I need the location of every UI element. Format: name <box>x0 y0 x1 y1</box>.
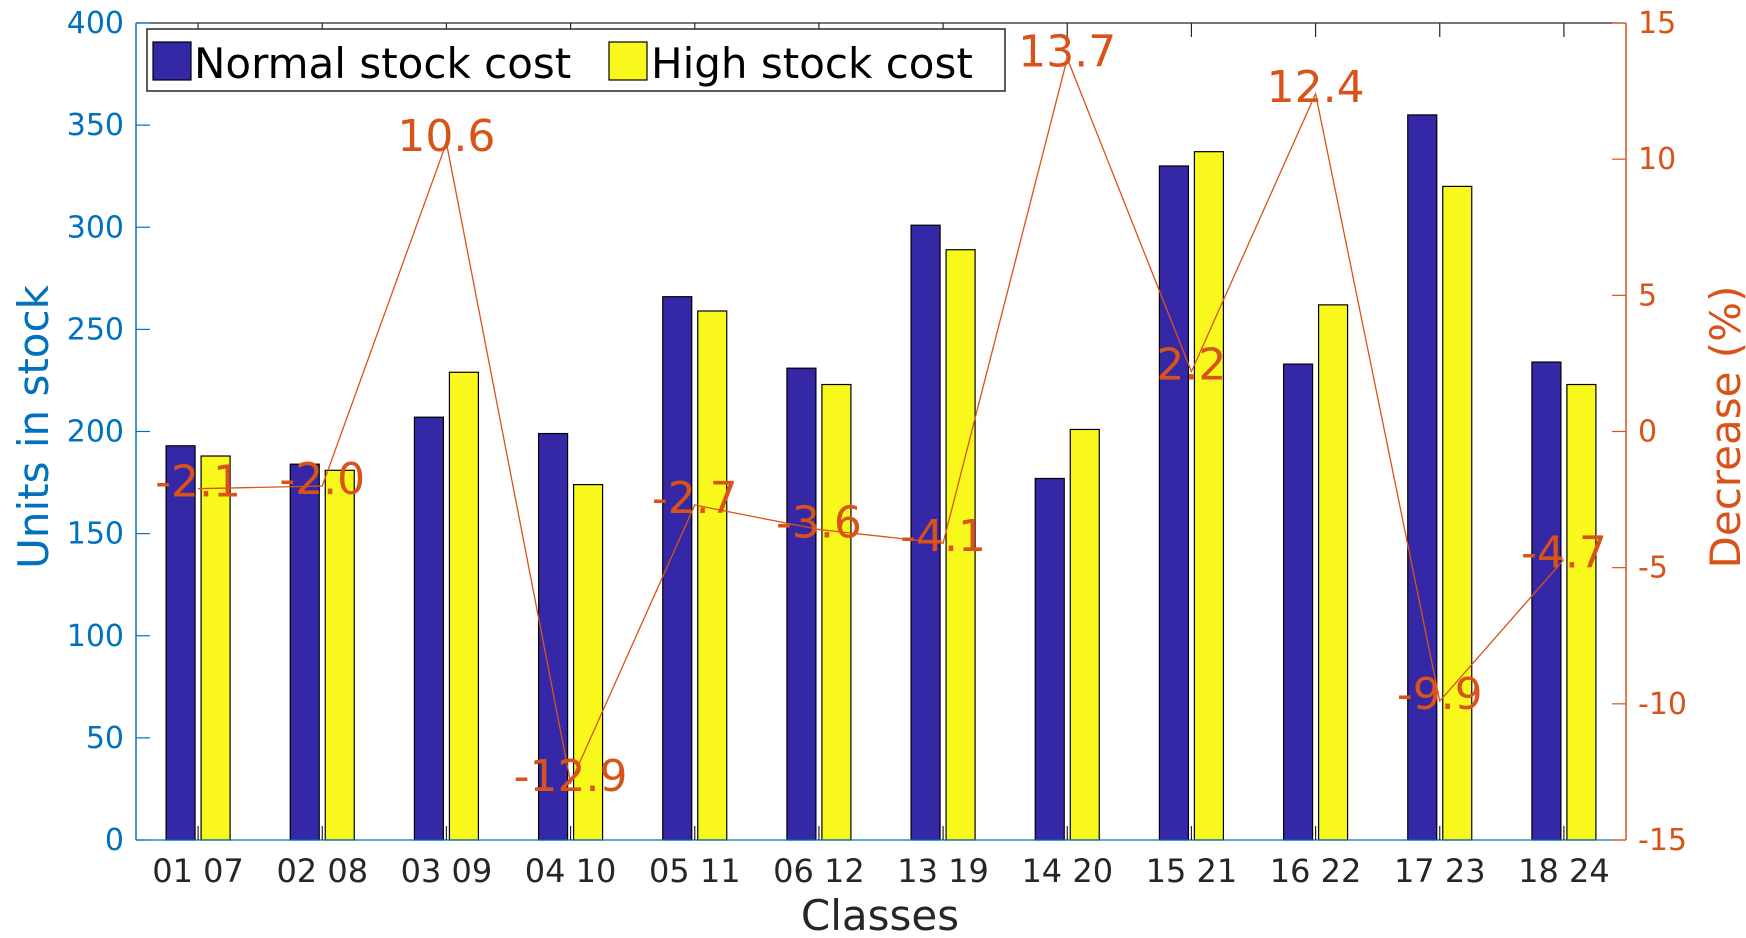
y-tick-label-8: 400 <box>67 6 124 41</box>
decrease-label-6: -4.1 <box>900 511 986 562</box>
decrease-label-3: -12.9 <box>514 751 628 802</box>
decrease-label-0: -2.1 <box>155 457 241 508</box>
legend-label-high: High stock cost <box>651 39 973 88</box>
x-tick-label-8: 15 21 <box>1146 852 1238 890</box>
x-tick-label-0: 01 07 <box>152 852 244 890</box>
decrease-label-10: -9.9 <box>1397 669 1483 720</box>
y-tick-label-5: 250 <box>67 312 124 347</box>
x-tick-label-10: 17 23 <box>1394 852 1486 890</box>
bar-high-0 <box>200 455 231 841</box>
y2-tick-label-0: -15 <box>1638 823 1687 858</box>
bar-normal-9 <box>1282 363 1314 841</box>
legend-swatch-normal <box>152 41 192 81</box>
x-tick-label-5: 06 12 <box>773 852 865 890</box>
y-tick-label-1: 50 <box>86 721 124 756</box>
y2-tick-label-6: 15 <box>1638 6 1676 41</box>
y-axis-title: Units in stock <box>9 284 58 569</box>
bar-high-9 <box>1317 304 1349 841</box>
bar-high-7 <box>1069 428 1100 841</box>
bar-normal-6 <box>910 224 941 841</box>
y2-tick-label-1: -10 <box>1638 687 1687 722</box>
legend: Normal stock cost High stock cost <box>146 28 1006 92</box>
bar-normal-1 <box>289 463 320 841</box>
bar-normal-10 <box>1407 114 1438 841</box>
bar-normal-3 <box>537 432 569 841</box>
y-tick-label-6: 300 <box>67 210 124 245</box>
y2-tick-label-5: 10 <box>1638 142 1676 177</box>
decrease-label-7: 13.7 <box>1018 26 1116 77</box>
bars-layer <box>165 114 1597 841</box>
x-tick-label-7: 14 20 <box>1021 852 1113 890</box>
decrease-line <box>198 56 1565 785</box>
bar-high-10 <box>1442 185 1473 841</box>
bar-normal-0 <box>165 445 196 841</box>
legend-label-normal: Normal stock cost <box>194 39 571 88</box>
decrease-label-5: -3.6 <box>776 498 862 549</box>
y-tick-label-7: 350 <box>67 108 124 143</box>
data-labels-layer: -2.1 -2.0 10.6 -12.9 -2.7 -3.6 -4.1 13.7 2.2 12.4… <box>155 26 1607 801</box>
legend-box <box>146 28 1006 92</box>
bar-normal-8 <box>1158 165 1190 841</box>
bar-high-8 <box>1193 151 1225 841</box>
y-tick-label-2: 100 <box>67 619 124 654</box>
decrease-line-layer <box>197 56 1565 785</box>
legend-swatch-high <box>608 41 648 81</box>
axes-layer: 0 50 100 150 200 250 300 350 400 -15 -10 -5 0 5 10 15 01… <box>67 6 1687 890</box>
bar-normal-11 <box>1531 361 1562 841</box>
bar-normal-5 <box>786 367 817 841</box>
x-tick-label-3: 04 10 <box>525 852 617 890</box>
x-tick-label-6: 13 19 <box>897 852 989 890</box>
y-tick-label-3: 150 <box>67 517 124 552</box>
decrease-label-8: 2.2 <box>1156 340 1226 391</box>
x-tick-label-4: 05 11 <box>649 852 741 890</box>
bar-high-5 <box>821 383 852 841</box>
bar-high-1 <box>324 469 355 841</box>
y2-tick-label-2: -5 <box>1638 551 1668 586</box>
x-tick-label-9: 16 22 <box>1270 852 1362 890</box>
x-tick-label-2: 03 09 <box>401 852 493 890</box>
x-axis-title: Classes <box>801 891 959 938</box>
decrease-label-4: -2.7 <box>652 473 738 524</box>
bar-high-11 <box>1566 383 1597 841</box>
decrease-label-1: -2.0 <box>279 454 365 505</box>
bar-high-6 <box>945 249 976 841</box>
bar-normal-4 <box>662 296 693 841</box>
bar-normal-7 <box>1034 477 1065 841</box>
x-tick-label-11: 18 24 <box>1518 852 1610 890</box>
y2-tick-label-3: 0 <box>1638 415 1657 450</box>
decrease-label-2: 10.6 <box>397 111 495 162</box>
x-tick-label-1: 02 08 <box>276 852 368 890</box>
bar-normal-2 <box>413 416 445 841</box>
decrease-label-11: -4.7 <box>1521 527 1607 578</box>
decrease-label-9: 12.4 <box>1267 62 1365 113</box>
y2-tick-label-4: 5 <box>1638 278 1657 313</box>
bar-high-2 <box>448 371 480 841</box>
y2-axis-title: Decrease (%) <box>1701 286 1746 569</box>
y-tick-label-0: 0 <box>105 823 124 858</box>
y-tick-label-4: 200 <box>67 415 124 450</box>
bar-high-4 <box>697 310 728 841</box>
